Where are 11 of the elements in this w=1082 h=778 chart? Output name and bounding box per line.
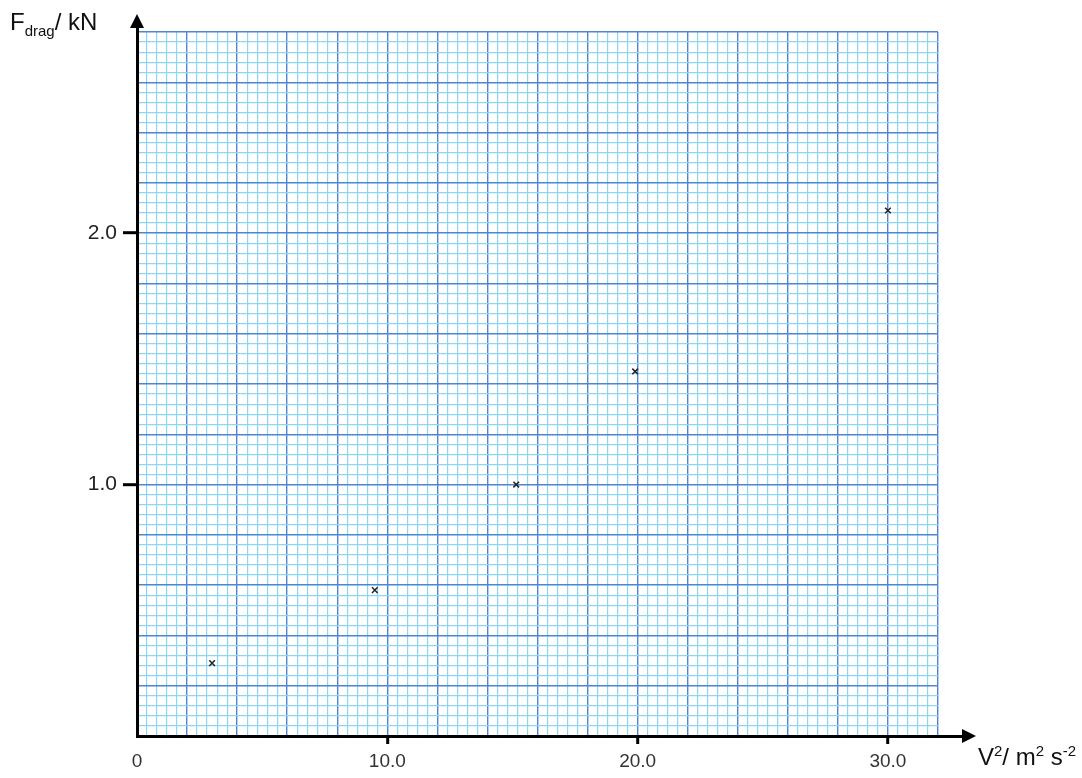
- x-tick-label: 30.0: [869, 749, 907, 771]
- x-tick-label: 0: [131, 749, 143, 771]
- x-tick-label: 10.0: [368, 749, 406, 771]
- point: [884, 206, 892, 215]
- y-tick-label: 1.0: [87, 471, 117, 495]
- y-tick-label: 2.0: [87, 219, 117, 243]
- x-tick-label: 20.0: [619, 749, 657, 771]
- y-axis-title: F$_{drag}$/ kN: [10, 8, 98, 39]
- point: [208, 659, 216, 667]
- x-axis-title: V$^{2}$/ m$^{2}$ s$^{-2}$: [978, 742, 1077, 771]
- point: [371, 586, 379, 594]
